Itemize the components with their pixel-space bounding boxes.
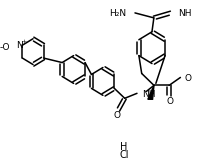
Polygon shape: [148, 85, 154, 99]
Text: -O: -O: [0, 43, 10, 52]
Text: O: O: [184, 74, 191, 83]
Text: O: O: [114, 111, 121, 120]
Text: Cl: Cl: [120, 150, 129, 160]
Text: H: H: [120, 142, 127, 152]
Text: +: +: [22, 39, 27, 44]
Text: N: N: [16, 41, 23, 50]
Text: NH: NH: [142, 90, 155, 99]
Text: NH: NH: [178, 9, 192, 18]
Text: H₂N: H₂N: [109, 9, 127, 18]
Text: O: O: [166, 97, 173, 106]
